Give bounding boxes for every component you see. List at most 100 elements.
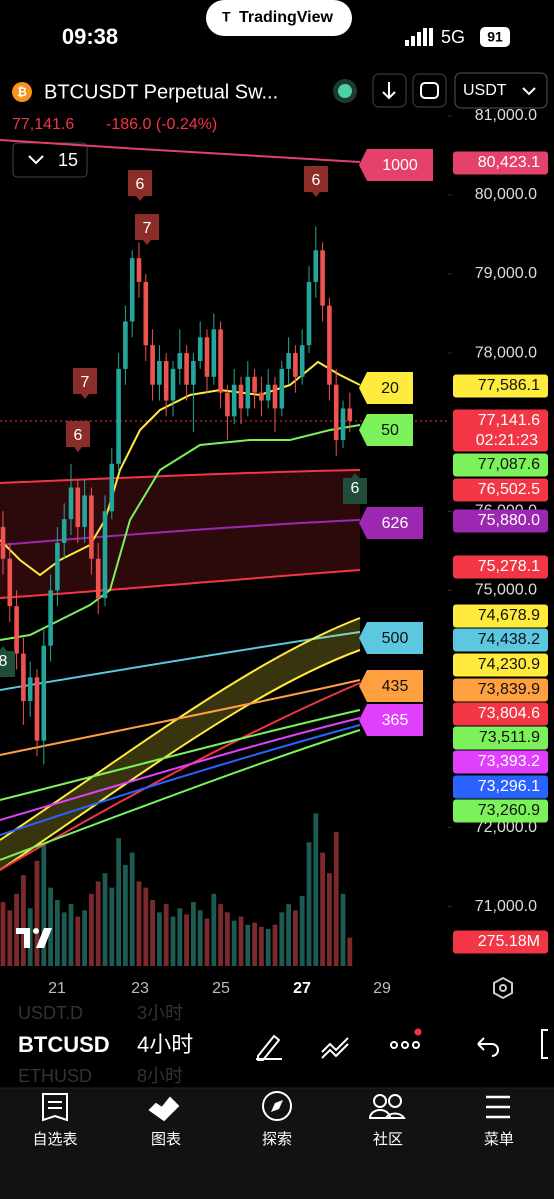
volume-bar [170, 916, 176, 966]
ma-line [0, 469, 361, 484]
ma-label: 20 [381, 380, 399, 397]
volume-bar [191, 902, 196, 966]
change: -186.0 (-0.24%) [106, 116, 217, 133]
candle-body [75, 487, 81, 528]
more-tool[interactable] [390, 1041, 420, 1049]
price-tag [453, 702, 548, 726]
candle-body [150, 345, 155, 385]
signal [405, 28, 433, 46]
toggle-icon [420, 82, 439, 99]
quote: 77,141.6 [12, 116, 74, 133]
price-tag-label: 76,502.5 [478, 481, 540, 498]
volume-bar [163, 904, 169, 966]
tv-logo [16, 928, 52, 948]
td-label: 6 [312, 172, 321, 189]
settings-icon[interactable] [493, 976, 513, 1000]
volume-bar [259, 926, 264, 966]
price-tag-label: 73,296.1 [478, 778, 540, 795]
nav-label[interactable]: 图表 [151, 1131, 181, 1148]
candle-body [102, 511, 108, 599]
volume-bar [0, 902, 6, 966]
ma-line [0, 649, 361, 871]
clock: 09:38 [62, 24, 118, 49]
prev-interval: 3小时 [137, 1003, 183, 1023]
draw-tool[interactable] [256, 1034, 282, 1061]
ma-flag [359, 149, 433, 181]
td-label: 6 [351, 480, 360, 497]
volume-bar [231, 920, 237, 966]
next-symbol: ETHUSD [18, 1066, 92, 1086]
toolbar-interval[interactable]: 4小时 [137, 1032, 193, 1057]
td-marker [0, 646, 15, 677]
volume-bar [95, 881, 101, 966]
price-tag [453, 151, 548, 175]
indicator-tool[interactable] [321, 1037, 349, 1059]
price-tag [453, 453, 548, 477]
download-button[interactable] [372, 73, 407, 108]
volume-bar [48, 887, 53, 966]
layout-tool[interactable] [541, 1029, 548, 1059]
candle-body [286, 353, 291, 369]
price-tag [453, 726, 548, 750]
volume-bar [136, 881, 142, 966]
candle-body [170, 368, 176, 401]
nav-icon [42, 1093, 68, 1122]
price-tag-label: 73,839.9 [478, 681, 540, 698]
battery [480, 27, 510, 47]
price-tag-label: 73,511.9 [479, 729, 540, 746]
ma-label: 626 [382, 515, 409, 532]
candle-body [157, 360, 162, 385]
volume-bar [286, 904, 291, 966]
volume-bar [272, 924, 278, 966]
app-logo: T [222, 9, 231, 25]
td-marker [304, 166, 328, 197]
candle-body [116, 368, 121, 464]
candle-body [299, 345, 305, 377]
coin-icon [12, 82, 32, 102]
undo-tool[interactable] [477, 1037, 499, 1057]
volume-bar [306, 842, 312, 966]
candle-body [306, 281, 312, 346]
price-tag-label: 74,678.9 [478, 607, 540, 624]
volume-bar [34, 860, 40, 966]
ma-line [0, 617, 361, 841]
nav-label[interactable]: 自选表 [32, 1131, 77, 1148]
y-tick-label: 75,000.0 [475, 582, 537, 599]
candle-body [163, 360, 169, 401]
ma-line [0, 519, 361, 546]
ma-flag [359, 622, 423, 654]
nav-label[interactable]: 探索 [262, 1131, 292, 1148]
ma-line [0, 724, 361, 836]
volume-bar [143, 887, 149, 966]
nav-label[interactable]: 菜单 [484, 1131, 514, 1148]
x-tick-label: 25 [212, 980, 230, 997]
price-tag-label: 275.18M [478, 933, 540, 950]
candle-body [265, 384, 271, 401]
ma-line [0, 729, 361, 861]
toolbar-symbol[interactable]: BTCUSD [18, 1032, 110, 1057]
ma-label: 50 [381, 422, 399, 439]
countdown: 02:21:23 [476, 432, 538, 449]
toggle-button[interactable] [412, 73, 447, 108]
price-tag-label: 73,260.9 [478, 802, 540, 819]
volume-bar [157, 912, 162, 966]
x-tick-label: 29 [373, 980, 391, 997]
price-tag [453, 374, 548, 398]
ma-line [0, 679, 361, 756]
ma-flag [359, 372, 413, 404]
nav-icon [368, 1094, 406, 1119]
ma-label: 1000 [382, 157, 418, 174]
y-tick-label: 78,000.0 [475, 344, 537, 361]
nav-label[interactable]: 社区 [373, 1131, 403, 1148]
candle-body [129, 258, 135, 322]
nav-icon [148, 1096, 180, 1122]
candle-body [245, 376, 251, 409]
candle-body [89, 495, 94, 559]
app-name: TradingView [239, 9, 334, 26]
candle-body [211, 329, 217, 377]
symbol-title[interactable]: BTCUSDT Perpetual Sw... [44, 81, 278, 103]
nav-icon [271, 1100, 283, 1112]
currency-select[interactable] [454, 72, 548, 109]
price-tag-label: 74,230.9 [478, 656, 540, 673]
price-tag-label: 80,423.1 [478, 154, 540, 171]
